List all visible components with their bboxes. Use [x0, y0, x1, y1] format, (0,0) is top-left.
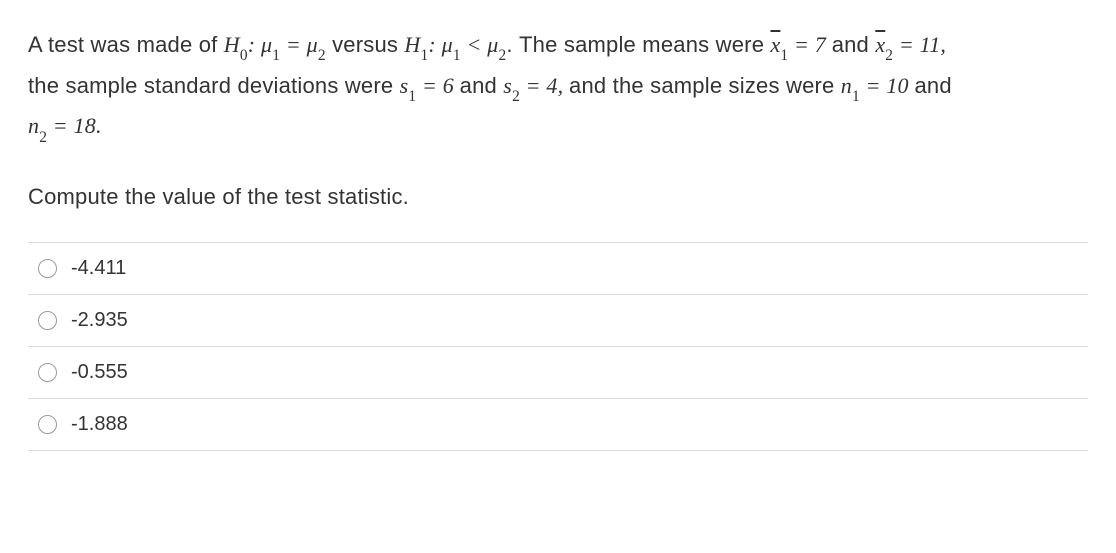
- radio-icon[interactable]: [38, 311, 57, 330]
- text: and: [832, 32, 876, 57]
- sub-2: 2: [499, 47, 507, 64]
- sym-H: H: [404, 32, 420, 57]
- sym-mu: μ: [261, 32, 272, 57]
- text: the sample standard deviations were: [28, 73, 400, 98]
- sub-2: 2: [512, 88, 520, 105]
- eq11: = 11,: [893, 32, 946, 57]
- radio-icon[interactable]: [38, 363, 57, 382]
- text: and: [460, 73, 504, 98]
- lt: <: [461, 32, 487, 57]
- sub-1: 1: [421, 47, 429, 64]
- eq10: = 10: [860, 73, 915, 98]
- options-list: -4.411 -2.935 -0.555 -1.888: [28, 242, 1088, 451]
- sub-1: 1: [780, 47, 788, 64]
- eq: =: [280, 32, 306, 57]
- sub-0: 0: [240, 47, 248, 64]
- text: and: [914, 73, 951, 98]
- text: A test was made of: [28, 32, 224, 57]
- colon: :: [428, 32, 441, 57]
- sub-1: 1: [852, 88, 860, 105]
- eq6: = 6: [416, 73, 459, 98]
- option-label: -4.411: [71, 257, 126, 280]
- period: .: [506, 32, 519, 57]
- radio-icon[interactable]: [38, 415, 57, 434]
- sym-mu: μ: [487, 32, 498, 57]
- question-text: Compute the value of the test statistic.: [28, 184, 1088, 210]
- text: and the sample sizes were: [569, 73, 841, 98]
- option-row[interactable]: -1.888: [28, 398, 1088, 451]
- option-label: -2.935: [71, 309, 128, 332]
- sub-1: 1: [453, 47, 461, 64]
- sub-1: 1: [408, 88, 416, 105]
- sym-n: n: [841, 73, 852, 98]
- sub-2: 2: [318, 47, 326, 64]
- sym-xbar: x: [875, 32, 885, 57]
- radio-icon[interactable]: [38, 259, 57, 278]
- sym-s: s: [503, 73, 512, 98]
- sub-1: 1: [272, 47, 280, 64]
- sym-mu: μ: [307, 32, 318, 57]
- text: The sample means were: [519, 32, 770, 57]
- sym-n: n: [28, 113, 39, 138]
- sub-2: 2: [885, 47, 893, 64]
- sym-mu: μ: [442, 32, 453, 57]
- option-row[interactable]: -4.411: [28, 242, 1088, 294]
- eq7: = 7: [788, 32, 831, 57]
- colon: :: [248, 32, 261, 57]
- option-label: -0.555: [71, 361, 128, 384]
- option-label: -1.888: [71, 413, 128, 436]
- sub-2: 2: [39, 129, 47, 146]
- eq4: = 4,: [520, 73, 569, 98]
- eq18: = 18.: [47, 113, 102, 138]
- sym-xbar: x: [770, 32, 780, 57]
- sym-H: H: [224, 32, 240, 57]
- option-row[interactable]: -2.935: [28, 294, 1088, 346]
- text: versus: [326, 32, 405, 57]
- option-row[interactable]: -0.555: [28, 346, 1088, 398]
- problem-statement: A test was made of H0: μ1 = μ2 versus H1…: [28, 26, 1088, 148]
